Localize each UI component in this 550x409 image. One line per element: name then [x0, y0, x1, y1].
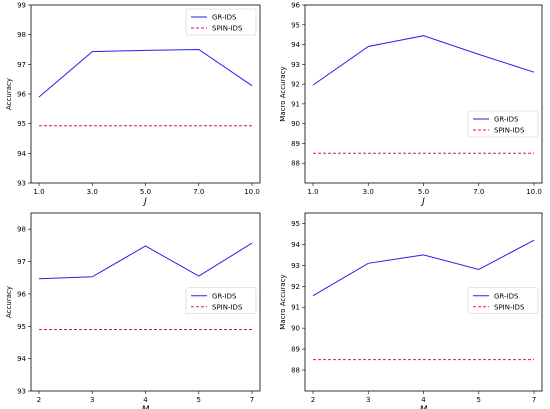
y-tick-label: 89 — [291, 346, 300, 354]
y-tick-label: 89 — [291, 140, 300, 148]
series-line-gr-ids — [312, 35, 535, 86]
x-tick-label: 7.0 — [473, 188, 484, 196]
x-tick-label: 5 — [477, 396, 481, 404]
y-tick-label: 94 — [291, 41, 300, 49]
y-axis-label: Macro Accuracy — [279, 66, 287, 121]
legend: GR-IDS SPIN-IDS — [185, 8, 257, 36]
x-axis-label: M — [420, 405, 428, 409]
x-axis-label: J — [420, 197, 425, 207]
y-tick-label: 99 — [17, 2, 26, 10]
x-tick-label: 7 — [532, 396, 536, 404]
y-tick-label: 95 — [291, 220, 300, 228]
x-tick-label: 5 — [197, 396, 201, 404]
y-tick-label: 94 — [291, 241, 300, 249]
y-tick-label: 92 — [291, 283, 300, 291]
y-tick-label: 90 — [291, 325, 300, 333]
chart-panel-2: 88 89 90 91 92 93 94 95 96 1.0 3.0 5.0 7.0 10.0 J Macro… — [279, 2, 543, 207]
y-tick-label: 98 — [17, 226, 26, 234]
x-tick-label: 5.0 — [140, 188, 151, 196]
legend-label: SPIN-IDS — [494, 127, 525, 135]
y-tick-label: 96 — [17, 91, 26, 99]
chart-panel-3: 93 94 95 96 97 98 2 3 4 5 7 M Accuracy GR-IDS SPIN-IDS — [5, 212, 261, 409]
chart-panel-4: 88 89 90 91 92 93 94 95 2 3 4 5 7 M Macro Accuracy GR-I… — [279, 212, 543, 409]
legend-label: SPIN-IDS — [212, 25, 243, 33]
x-tick-label: 2 — [37, 396, 41, 404]
x-tick-label: 7 — [250, 396, 254, 404]
y-tick-label: 93 — [291, 262, 300, 270]
x-tick-label: 10.0 — [244, 188, 260, 196]
legend-label: SPIN-IDS — [494, 303, 525, 311]
x-tick-label: 4 — [421, 396, 426, 404]
y-tick-label: 90 — [291, 120, 300, 128]
y-tick-label: 97 — [17, 258, 26, 266]
x-tick-label: 3.0 — [363, 188, 374, 196]
y-axis-label: Accuracy — [5, 286, 13, 318]
y-axis-label: Accuracy — [5, 78, 13, 110]
y-tick-label: 93 — [17, 180, 26, 188]
legend-label: GR-IDS — [494, 292, 519, 300]
x-tick-label: 3.0 — [87, 188, 98, 196]
x-tick-label: 7.0 — [193, 188, 204, 196]
legend: GR-IDS SPIN-IDS — [467, 287, 539, 315]
series-line-gr-ids — [312, 239, 535, 297]
y-tick-label: 93 — [17, 388, 26, 396]
legend-label: GR-IDS — [212, 14, 237, 22]
legend-label: GR-IDS — [212, 292, 237, 300]
x-tick-label: 10.0 — [526, 188, 542, 196]
y-tick-label: 95 — [17, 323, 26, 331]
x-tick-label: 3 — [90, 396, 94, 404]
y-tick-label: 88 — [291, 160, 300, 168]
y-tick-label: 88 — [291, 367, 300, 375]
y-tick-label: 95 — [291, 21, 300, 29]
legend: GR-IDS SPIN-IDS — [467, 110, 539, 138]
legend: GR-IDS SPIN-IDS — [185, 287, 257, 315]
x-tick-label: 5.0 — [418, 188, 429, 196]
series-line-gr-ids — [38, 242, 253, 280]
y-tick-label: 92 — [291, 81, 300, 89]
y-tick-label: 98 — [17, 31, 26, 39]
y-tick-label: 94 — [17, 150, 26, 158]
x-tick-label: 2 — [311, 396, 315, 404]
x-axis-label: M — [142, 405, 150, 409]
y-tick-label: 91 — [291, 304, 300, 312]
y-tick-label: 95 — [17, 120, 26, 128]
x-tick-label: 1.0 — [33, 188, 44, 196]
y-tick-label: 97 — [17, 61, 26, 69]
x-tick-label: 1.0 — [307, 188, 318, 196]
legend-label: SPIN-IDS — [212, 303, 243, 311]
x-tick-label: 3 — [366, 396, 370, 404]
y-axis-label: Macro Accuracy — [279, 274, 287, 329]
x-tick-label: 4 — [143, 396, 148, 404]
y-tick-label: 96 — [17, 290, 26, 298]
plot-frame — [304, 4, 543, 184]
chart-panel-1: 93 94 95 96 97 98 99 1.0 3.0 5.0 7.0 10.0 J Accuracy G… — [5, 2, 261, 207]
y-tick-label: 93 — [291, 61, 300, 69]
legend-label: GR-IDS — [494, 116, 519, 124]
y-tick-label: 91 — [291, 100, 300, 108]
y-tick-label: 96 — [291, 2, 300, 10]
x-axis-label: J — [142, 197, 147, 207]
series-line-gr-ids — [38, 48, 253, 98]
y-tick-label: 94 — [17, 355, 26, 363]
